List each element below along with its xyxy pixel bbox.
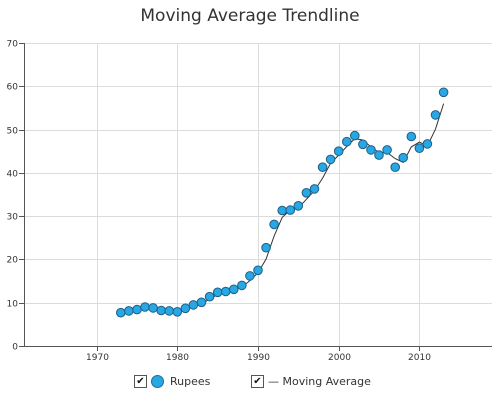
- legend-swatch-marker-icon: [151, 375, 164, 388]
- y-tick-label: 0: [12, 343, 18, 353]
- legend: ✔ Rupees ✔ — Moving Average: [0, 375, 500, 397]
- data-point: [366, 145, 376, 155]
- data-point: [116, 307, 126, 318]
- data-point: [382, 145, 392, 155]
- data-point: [269, 219, 279, 230]
- data-point: [204, 291, 215, 302]
- y-tick-label: 20: [7, 256, 19, 266]
- data-point: [325, 154, 336, 165]
- data-point: [148, 303, 158, 313]
- x-tick-label: 2010: [408, 353, 431, 363]
- data-point: [414, 143, 425, 153]
- data-point: [390, 162, 401, 172]
- data-point: [220, 286, 231, 297]
- data-point: [212, 287, 223, 298]
- legend-label-moving-average: — Moving Average: [268, 375, 371, 388]
- data-point: [245, 271, 255, 281]
- legend-label-rupees: Rupees: [170, 375, 211, 388]
- data-point: [196, 297, 207, 308]
- data-point: [277, 205, 288, 216]
- data-point: [253, 265, 263, 276]
- y-tick-label: 40: [7, 170, 19, 180]
- data-point: [172, 307, 183, 317]
- data-point: [188, 300, 199, 310]
- data-point: [342, 136, 352, 147]
- x-tick-label: 1970: [86, 353, 109, 363]
- data-point: [140, 302, 150, 312]
- data-point: [237, 280, 247, 291]
- x-tick-label: 1980: [166, 353, 189, 363]
- y-tick-label: 60: [7, 83, 19, 93]
- chart-title: Moving Average Trendline: [140, 6, 360, 26]
- legend-checkbox-moving-average[interactable]: ✔: [251, 375, 264, 388]
- data-point: [438, 87, 449, 98]
- y-tick-label: 70: [7, 40, 19, 50]
- data-point: [358, 139, 368, 150]
- data-point: [156, 305, 166, 316]
- x-tick-label: 1990: [247, 353, 270, 363]
- data-point: [350, 130, 360, 141]
- x-tick-label: 2000: [328, 353, 351, 363]
- y-tick-label: 10: [7, 300, 19, 310]
- data-point: [124, 306, 134, 316]
- plot-area: 0 10 20 30 40 50 60 70 1970 1980 1990 2000 2010: [7, 40, 492, 363]
- data-point: [430, 110, 441, 120]
- data-point: [406, 131, 417, 142]
- data-point: [261, 242, 271, 253]
- data-point: [301, 188, 312, 198]
- legend-item-rupees[interactable]: ✔ Rupees: [134, 375, 210, 388]
- data-point: [132, 304, 142, 315]
- data-point: [333, 146, 344, 156]
- data-point: [317, 162, 328, 172]
- data-point: [422, 139, 433, 149]
- data-point: [285, 205, 296, 215]
- data-point: [229, 284, 239, 295]
- data-point: [180, 303, 191, 314]
- data-point: [293, 201, 304, 211]
- y-tick-label: 30: [7, 213, 19, 223]
- data-point: [164, 306, 174, 316]
- data-point: [374, 150, 384, 160]
- legend-item-moving-average[interactable]: ✔ — Moving Average: [251, 375, 371, 388]
- y-tick-label: 50: [7, 127, 19, 137]
- data-point: [309, 184, 320, 194]
- data-point: [398, 152, 409, 163]
- legend-checkbox-rupees[interactable]: ✔: [134, 375, 147, 388]
